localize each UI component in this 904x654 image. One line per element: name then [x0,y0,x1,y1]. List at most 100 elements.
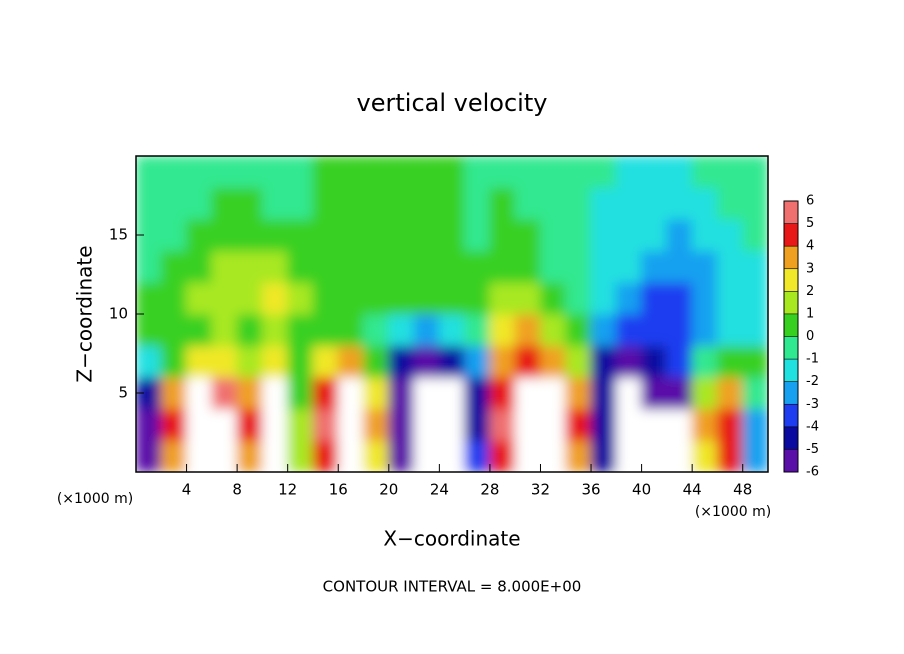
cell [565,376,592,410]
cell [136,281,162,315]
cell [590,281,617,315]
cell [337,345,365,378]
cell [716,218,744,252]
cell [363,345,390,378]
cell [413,408,440,441]
cell [236,345,263,378]
cell [691,376,718,410]
cell [261,345,289,378]
cell [565,281,592,315]
cell [337,218,365,252]
cell [160,281,188,315]
cell [590,376,617,410]
colorbar-tick-label: -6 [806,465,819,480]
colorbar-swatch [784,426,798,450]
cell [363,313,390,347]
cell [641,187,668,220]
cell [211,376,238,410]
cell [413,187,440,220]
cell [641,156,668,189]
colorbar-swatch [784,268,798,292]
cell [539,187,567,220]
cell [211,408,238,441]
cell [539,439,567,472]
cell [615,281,643,315]
cell [388,313,415,347]
colorbar-tick-label: -1 [806,352,819,367]
cell [438,156,466,189]
cell [136,345,162,378]
cell [160,439,188,472]
cell [337,187,365,220]
cell [236,439,263,472]
cell [489,187,516,220]
footer: CONTOUR INTERVAL = 8.000E+00 [323,578,582,596]
cell [539,376,567,410]
cell [691,439,718,472]
cell [413,156,440,189]
cell [136,156,162,189]
cell [160,218,188,252]
cell [388,345,415,378]
cell [615,439,643,472]
x-axis-label: X−coordinate [383,527,520,551]
cell [363,439,390,472]
cell [666,187,693,220]
cell [539,281,567,315]
colorbar-tick-label: 5 [806,216,814,231]
cell [136,313,162,347]
cell [413,218,440,252]
cell [489,408,516,441]
cell [287,281,314,315]
cell [742,313,768,347]
cell [236,187,263,220]
cell [186,345,213,378]
cell [438,345,466,378]
cell [742,250,768,283]
cell [615,313,643,347]
cell [211,250,238,283]
cell [337,281,365,315]
cell [388,218,415,252]
y-tick-label: 5 [118,384,128,402]
cell [287,408,314,441]
colorbar-swatch [784,359,798,382]
cell [742,408,768,441]
cell [716,156,744,189]
cell [464,250,491,283]
cell [615,218,643,252]
x-tick-label: 16 [329,481,348,499]
cell [236,250,263,283]
cell [160,408,188,441]
cell [716,313,744,347]
cell [160,187,188,220]
cell [413,376,440,410]
cell [539,156,567,189]
cell [590,187,617,220]
cell [413,439,440,472]
cell [590,439,617,472]
cell [716,250,744,283]
cell [514,376,541,410]
cell [236,156,263,189]
cell [438,313,466,347]
cell [590,313,617,347]
cell [590,156,617,189]
cell [312,218,339,252]
cell [186,250,213,283]
cell [641,408,668,441]
cell [186,313,213,347]
cell [666,250,693,283]
cell [186,187,213,220]
cell [742,218,768,252]
cell [413,281,440,315]
cell [716,345,744,378]
cell [691,250,718,283]
cell [211,281,238,315]
cell [236,408,263,441]
cell [539,218,567,252]
colorbar-swatch [784,336,798,360]
cell [438,218,466,252]
cell [691,408,718,441]
cell [287,439,314,472]
